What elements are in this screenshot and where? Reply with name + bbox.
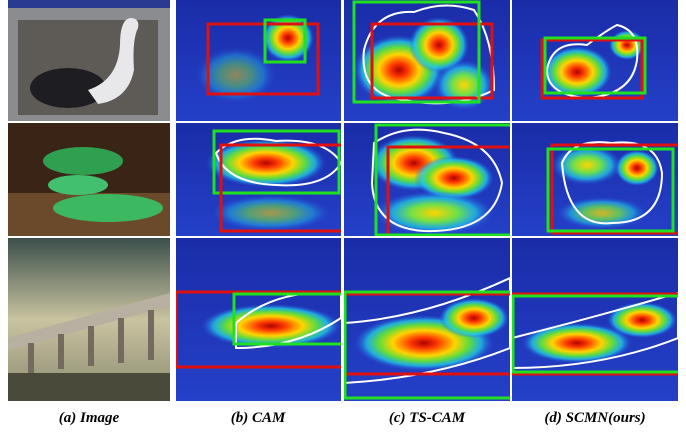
figure: (a) Image (b) CAM (c) TS-CAM (d) SCMN(ou… [0, 0, 686, 434]
tscam-bridge [344, 238, 515, 401]
row-bridge [8, 238, 683, 401]
tscam-snake [344, 123, 516, 237]
caption: (c) TS-CAM [389, 410, 466, 426]
caption: (b) CAM [231, 410, 286, 426]
row-snake [8, 123, 680, 237]
caption: (a) Image [59, 410, 120, 426]
image-bridge [8, 238, 170, 401]
cam-snake [176, 123, 346, 236]
cam-bridge [176, 238, 346, 401]
scmn-snake [512, 123, 680, 236]
tscam-bird [344, 0, 510, 121]
row-bird [8, 0, 678, 121]
cam-bird [176, 0, 341, 121]
scmn-bridge [512, 238, 683, 401]
scmn-bird [512, 0, 678, 121]
image-snake [8, 123, 170, 236]
image-bird [8, 0, 170, 121]
caption: (d) SCMN(ours) [544, 410, 645, 426]
